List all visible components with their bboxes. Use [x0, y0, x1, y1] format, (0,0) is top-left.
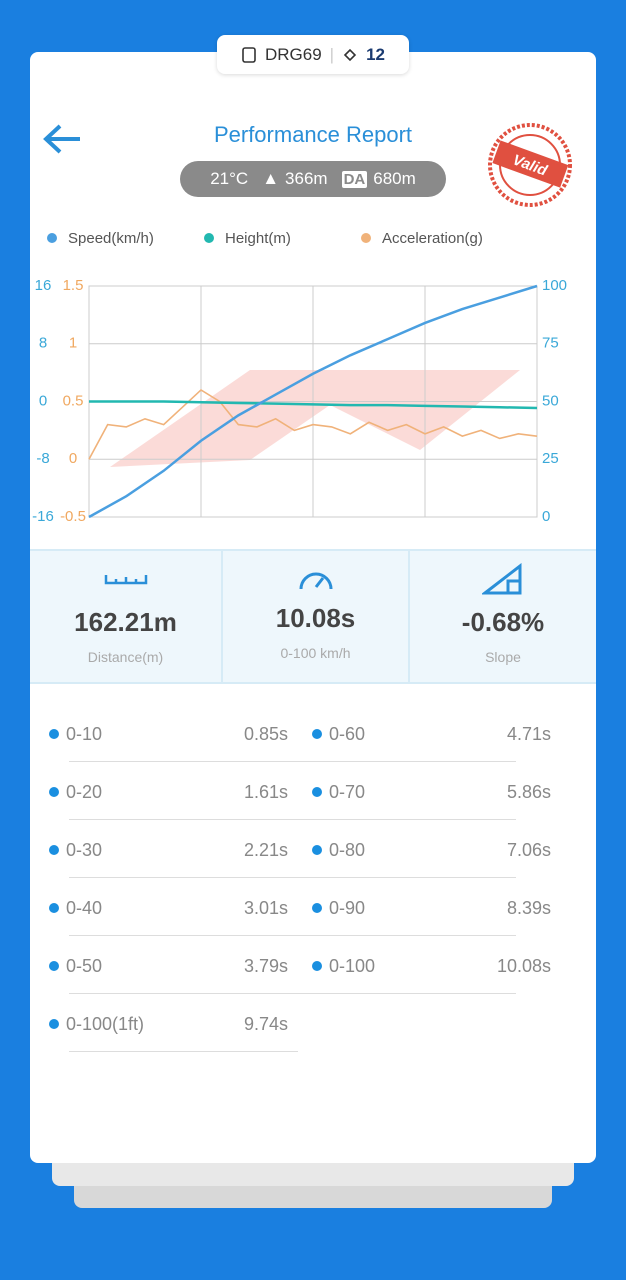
split-time: 8.39s [506, 898, 551, 918]
split-divider [69, 877, 516, 878]
legend-dot [47, 233, 57, 243]
split-dot [49, 729, 59, 739]
split-time: 4.71s [506, 724, 551, 744]
legend-dot [361, 233, 371, 243]
stat-label: Slope [485, 649, 521, 665]
ruler-icon [104, 575, 148, 585]
split-dot [312, 729, 322, 739]
split-dot [312, 787, 322, 797]
split-time: 10.08s [496, 956, 551, 976]
y-tick-label: -16 [32, 508, 54, 525]
stat: 10.08s 0-100 km/h [223, 551, 410, 682]
legend-label: Height(m) [225, 230, 291, 247]
split-divider [69, 761, 516, 762]
legend-label: Speed(km/h) [68, 230, 154, 247]
stat-value: -0.68% [461, 607, 545, 637]
temperature: 21°C [210, 169, 249, 188]
device-pill: DRG69 | 12 [217, 35, 409, 74]
y-tick-label: 0 [39, 392, 47, 409]
split-time: 3.79s [243, 956, 288, 976]
gauge-icon [299, 572, 333, 590]
legend-dot [204, 233, 214, 243]
series-line [88, 284, 538, 519]
y-tick-label: 1 [69, 335, 77, 352]
split-label: 0-10 [66, 724, 103, 744]
split-divider [69, 935, 516, 936]
split-label: 0-20 [66, 782, 103, 802]
satellite-count: 12 [366, 44, 386, 64]
y-tick-label: 0 [542, 508, 550, 525]
page-title: Performance Report [213, 122, 413, 147]
split-label: 0-70 [329, 782, 366, 802]
split-dot [49, 1019, 59, 1029]
y-tick-label: 25 [542, 450, 559, 467]
stat-value: 162.21m [74, 607, 177, 637]
stats-band: 162.21m Distance(m) 10.08s 0-100 km/h -0.6… [30, 549, 596, 684]
slope-icon [482, 563, 522, 595]
split-dot [49, 903, 59, 913]
chart: 0 25 50 75 100 -0.5 0 0.5 1 1.5 -16 -8 0 8 16 Speed(km/… [32, 230, 567, 525]
split-divider [69, 993, 516, 994]
split-time: 3.01s [243, 898, 288, 918]
mountain-icon: ▲ [262, 169, 280, 188]
stat-label: Distance(m) [87, 649, 164, 665]
split-dot [49, 961, 59, 971]
y-tick-label: 50 [542, 392, 559, 409]
split-dot [312, 903, 322, 913]
y-tick-label: -8 [36, 450, 49, 467]
split-time: 1.61s [243, 782, 288, 802]
altitude: 366m [285, 169, 328, 188]
split-label: 0-90 [329, 898, 366, 918]
stat-value: 10.08s [275, 603, 356, 633]
split-dot [312, 845, 322, 855]
split-label: 0-80 [329, 840, 366, 860]
y-tick-label: 1.5 [63, 277, 84, 294]
divider: | [329, 44, 335, 64]
stat-label: 0-100 km/h [280, 645, 351, 661]
legend-label: Acceleration(g) [382, 230, 483, 247]
split-time: 2.21s [243, 840, 288, 860]
stat: -0.68% Slope [410, 551, 596, 682]
watermark [110, 370, 520, 467]
split-dot [49, 787, 59, 797]
back-button[interactable] [40, 120, 84, 160]
split-time: 0.85s [243, 724, 288, 744]
split-divider [69, 1051, 298, 1052]
split-label: 0-100 [329, 956, 376, 976]
y-tick-label: 8 [39, 335, 47, 352]
split-divider [69, 819, 516, 820]
split-time: 7.06s [506, 840, 551, 860]
y-tick-label: 16 [35, 277, 52, 294]
split-time: 9.74s [243, 1014, 288, 1034]
split-dot [49, 845, 59, 855]
device-name: DRG69 [264, 44, 322, 64]
y-tick-label: 75 [542, 335, 559, 352]
split-label: 0-100(1ft) [66, 1014, 145, 1034]
phone-icon [242, 46, 256, 63]
split-dot [312, 961, 322, 971]
y-tick-label: 0.5 [63, 392, 84, 409]
y-tick-label: 0 [69, 450, 77, 467]
split-label: 0-40 [66, 898, 103, 918]
y-tick-label: 100 [542, 277, 567, 294]
da-badge: DA [341, 170, 368, 188]
conditions: 21°C ▲ 366m DA 680m [180, 161, 446, 197]
split-time: 5.86s [506, 782, 551, 802]
satellite-icon [343, 48, 357, 61]
split-label: 0-30 [66, 840, 103, 860]
density-altitude: 680m [373, 169, 416, 188]
y-tick-label: -0.5 [60, 508, 86, 525]
series-line [88, 388, 538, 460]
split-label: 0-60 [329, 724, 366, 744]
valid-stamp: Valid [488, 123, 572, 207]
stat: 162.21m Distance(m) [30, 551, 223, 682]
split-label: 0-50 [66, 956, 103, 976]
series-line [89, 400, 538, 410]
